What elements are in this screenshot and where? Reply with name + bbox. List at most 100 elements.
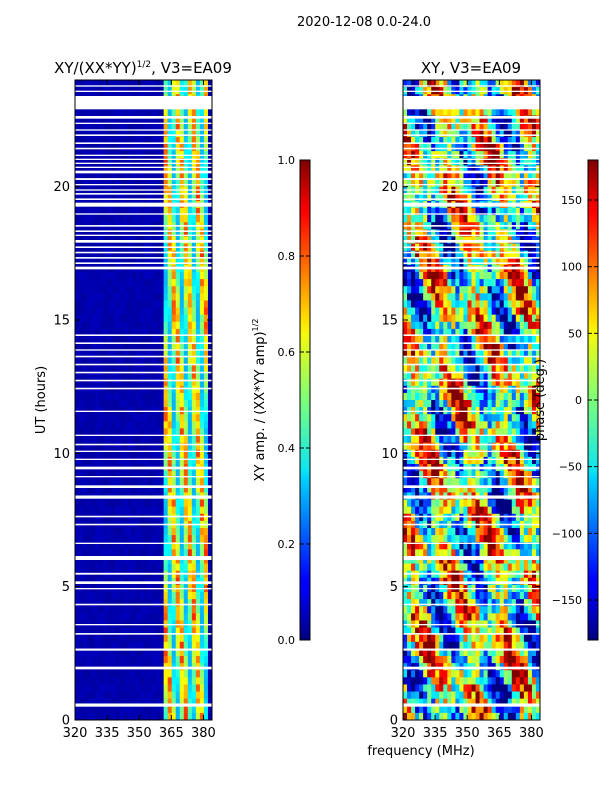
heatmap-cell xyxy=(139,165,145,174)
heatmap-cell xyxy=(451,286,456,294)
heatmap-cell xyxy=(523,250,529,259)
heatmap-cell xyxy=(523,279,529,287)
heatmap-cell xyxy=(143,108,149,117)
heatmap-cell xyxy=(191,513,197,522)
heatmap-cell xyxy=(131,506,137,515)
amplitude-panel-title: XY/(XX*YY)1/2, V3=EA09 xyxy=(54,59,232,77)
heatmap-cell xyxy=(179,705,185,714)
heatmap-cell xyxy=(75,321,80,330)
heatmap-cell xyxy=(199,80,205,88)
heatmap-cell xyxy=(83,421,88,430)
heatmap-cell xyxy=(483,378,489,387)
heatmap-cell xyxy=(87,80,92,88)
heatmap-cell xyxy=(207,300,212,309)
heatmap-cell xyxy=(151,691,157,700)
heatmap-cell xyxy=(147,385,153,394)
heatmap-cell xyxy=(491,250,497,259)
heatmap-cell xyxy=(519,158,525,166)
heatmap-cell xyxy=(527,378,533,387)
heatmap-cell xyxy=(143,648,149,657)
heatmap-cell xyxy=(79,122,84,131)
heatmap-cell xyxy=(511,442,517,451)
heatmap-cell xyxy=(507,343,513,351)
heatmap-cell xyxy=(171,456,177,465)
heatmap-cell xyxy=(463,158,469,166)
heatmap-cell xyxy=(159,641,165,650)
heatmap-cell xyxy=(507,414,513,422)
heatmap-cell xyxy=(151,272,157,280)
heatmap-cell xyxy=(475,250,481,259)
heatmap-cell xyxy=(175,634,181,643)
heatmap-cell xyxy=(455,293,461,302)
heatmap-cell xyxy=(119,677,124,686)
heatmap-cell xyxy=(179,165,185,174)
heatmap-cell xyxy=(99,656,104,664)
heatmap-cell xyxy=(191,208,197,216)
heatmap-cell xyxy=(419,421,424,430)
heatmap-cell xyxy=(151,385,157,394)
heatmap-cell xyxy=(123,300,128,309)
heatmap-cell xyxy=(91,343,96,351)
heatmap-cell xyxy=(471,208,477,216)
heatmap-cell xyxy=(139,357,145,366)
heatmap-cell xyxy=(515,421,521,430)
heatmap-cell xyxy=(207,606,212,614)
heatmap-cell xyxy=(87,279,92,287)
heatmap-cell xyxy=(167,613,173,622)
heatmap-cell xyxy=(511,314,517,323)
heatmap-cell xyxy=(199,456,205,465)
heatmap-cell xyxy=(531,336,537,344)
heatmap-cell xyxy=(407,378,412,387)
heatmap-cell xyxy=(459,108,465,117)
flagged-gap xyxy=(75,466,212,470)
heatmap-cell xyxy=(523,392,529,401)
heatmap-cell xyxy=(83,535,88,543)
heatmap-cell xyxy=(503,449,509,458)
heatmap-cell xyxy=(159,698,165,707)
heatmap-cell xyxy=(519,286,525,294)
heatmap-cell xyxy=(135,684,141,693)
heatmap-cell xyxy=(183,485,189,494)
heatmap-cell xyxy=(419,215,424,223)
heatmap-cell xyxy=(435,343,440,351)
heatmap-cell xyxy=(75,478,80,486)
heatmap-cell xyxy=(171,257,177,266)
heatmap-cell xyxy=(199,556,205,565)
heatmap-cell xyxy=(407,385,412,394)
heatmap-cell xyxy=(115,229,120,238)
heatmap-cell xyxy=(523,378,529,387)
heatmap-cell xyxy=(483,286,489,294)
heatmap-cell xyxy=(431,293,436,302)
heatmap-cell xyxy=(99,286,104,294)
heatmap-cell xyxy=(519,385,525,394)
heatmap-cell xyxy=(83,513,88,522)
heatmap-cell xyxy=(79,279,84,287)
heatmap-cell xyxy=(131,677,137,686)
heatmap-cell xyxy=(107,712,112,720)
heatmap-cell xyxy=(131,634,137,643)
heatmap-cell xyxy=(91,684,96,693)
heatmap-cell xyxy=(95,549,100,558)
heatmap-cell xyxy=(83,350,88,358)
heatmap-cell xyxy=(91,456,96,465)
heatmap-cell xyxy=(191,471,197,479)
heatmap-cell xyxy=(103,115,108,124)
heatmap-cell xyxy=(207,392,212,401)
heatmap-cell xyxy=(487,343,493,351)
heatmap-cell xyxy=(131,215,137,223)
heatmap-cell xyxy=(187,677,193,686)
heatmap-cell xyxy=(135,400,141,408)
heatmap-cell xyxy=(523,442,529,451)
heatmap-cell xyxy=(111,328,116,337)
heatmap-cell xyxy=(207,136,212,145)
heatmap-cell xyxy=(151,208,157,216)
heatmap-cell xyxy=(435,122,440,131)
heatmap-cell xyxy=(119,414,124,422)
heatmap-cell xyxy=(131,350,137,358)
heatmap-cell xyxy=(119,556,124,565)
heatmap-cell xyxy=(191,556,197,565)
heatmap-cell xyxy=(435,435,440,444)
heatmap-cell xyxy=(199,705,205,714)
heatmap-cell xyxy=(479,364,485,373)
heatmap-cell xyxy=(479,129,485,138)
